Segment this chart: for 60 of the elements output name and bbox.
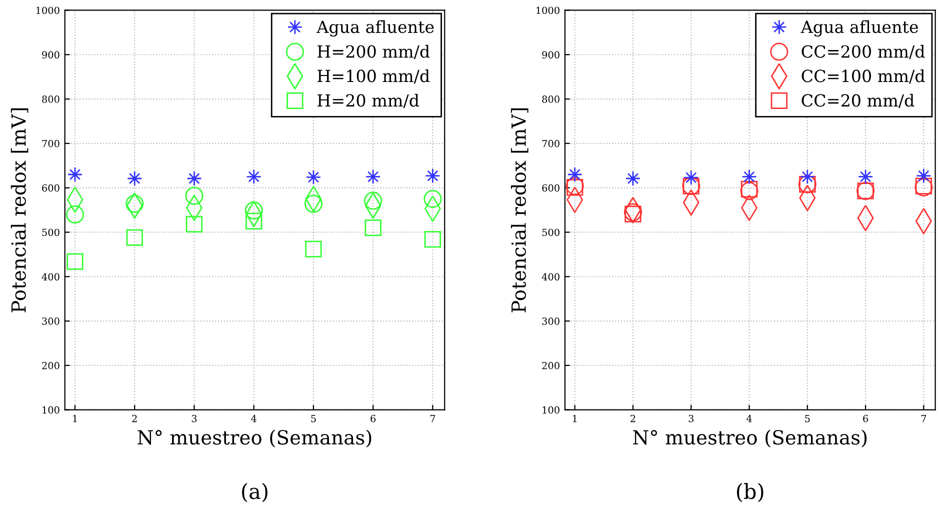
point — [186, 216, 203, 233]
point — [185, 186, 204, 205]
point — [424, 190, 442, 208]
text: (b) — [736, 483, 764, 502]
x-tick-label: 3 — [192, 414, 197, 422]
y-tick-label: 400 — [42, 273, 60, 280]
legend-label: CC=200 mm/d — [802, 44, 925, 60]
point — [126, 194, 144, 213]
x-tick-label: 5 — [311, 414, 316, 422]
y-tick-label: 800 — [42, 96, 60, 103]
y-tick-label: 700 — [542, 140, 560, 148]
legend-label: H=20 mm/d — [318, 94, 420, 108]
y-tick-label: 300 — [42, 318, 60, 325]
point — [304, 194, 322, 213]
y-axis-title: Potencial redox [mV] — [510, 108, 528, 312]
x-tick-label: 7 — [921, 414, 926, 422]
y-tick-label: 1000 — [536, 6, 560, 14]
x-axis-title: N° muestreo (Semanas) — [138, 430, 372, 448]
y-tick-label: 900 — [42, 51, 60, 58]
point — [424, 230, 442, 248]
x-tick-label: 7 — [430, 414, 436, 422]
y-tick-label: 700 — [42, 140, 60, 148]
point — [246, 212, 262, 230]
x-axis-title: N° muestreo (Semanas) — [633, 430, 867, 448]
y-tick-label: 800 — [542, 96, 560, 103]
point — [66, 253, 84, 270]
x-tick-label: 4 — [251, 414, 256, 422]
y-tick-label: 200 — [42, 362, 60, 370]
point — [126, 229, 143, 246]
y-tick-label: 600 — [42, 184, 60, 192]
legend-label: CC=20 mm/d — [802, 94, 914, 108]
legend-label: CC=100 mm/d — [802, 69, 925, 84]
x-tick-label: 6 — [863, 414, 868, 422]
x-tick-label: 2 — [132, 414, 137, 422]
point — [66, 205, 84, 224]
y-tick-label: 400 — [542, 273, 560, 280]
point — [244, 201, 263, 220]
point — [364, 219, 382, 236]
point — [305, 240, 322, 258]
text: (a) — [242, 483, 268, 502]
legend-label: H=100 mm/d — [318, 69, 430, 84]
y-tick-label: 900 — [542, 51, 560, 58]
x-tick-label: 5 — [805, 414, 810, 422]
y-tick-label: 100 — [42, 406, 60, 414]
point — [364, 192, 382, 210]
y-tick-label: 100 — [542, 406, 560, 414]
y-tick-label: 1000 — [36, 6, 60, 14]
x-tick-label: 1 — [572, 414, 577, 422]
y-tick-label: 600 — [542, 184, 560, 192]
y-tick-label: 500 — [542, 228, 560, 236]
legend-label: H=200 mm/d — [318, 44, 430, 60]
y-tick-label: 200 — [542, 362, 560, 370]
y-axis-title: Potencial redox [mV] — [10, 108, 28, 312]
x-tick-label: 1 — [73, 414, 77, 422]
x-tick-label: 2 — [630, 414, 636, 422]
y-tick-label: 300 — [542, 318, 560, 325]
y-tick-label: 500 — [42, 228, 60, 236]
x-tick-label: 4 — [746, 414, 752, 422]
x-tick-label: 6 — [370, 414, 376, 422]
x-tick-label: 3 — [688, 414, 694, 422]
